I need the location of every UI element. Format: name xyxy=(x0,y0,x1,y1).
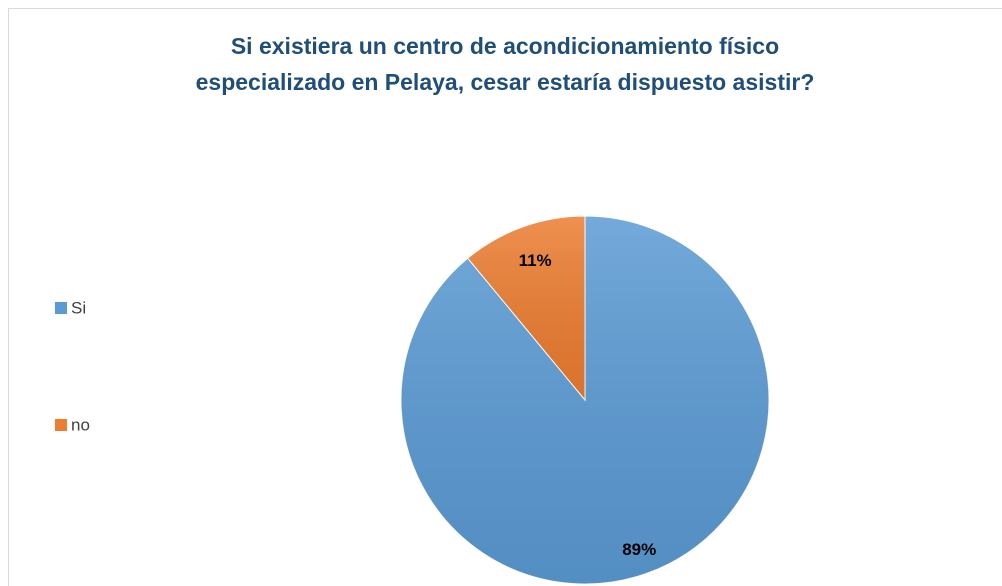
legend-label: no xyxy=(71,415,90,434)
legend-swatch xyxy=(55,302,67,314)
legend-swatch xyxy=(55,419,67,431)
data-label: 11% xyxy=(519,251,552,270)
legend-label: Si xyxy=(71,298,86,317)
slice-shade xyxy=(467,216,585,400)
chart-title: especializado en Pelaya, cesar estaría d… xyxy=(196,69,815,95)
chart-title: Si existiera un centro de acondicionamie… xyxy=(231,33,779,59)
data-label: 89% xyxy=(622,540,656,559)
